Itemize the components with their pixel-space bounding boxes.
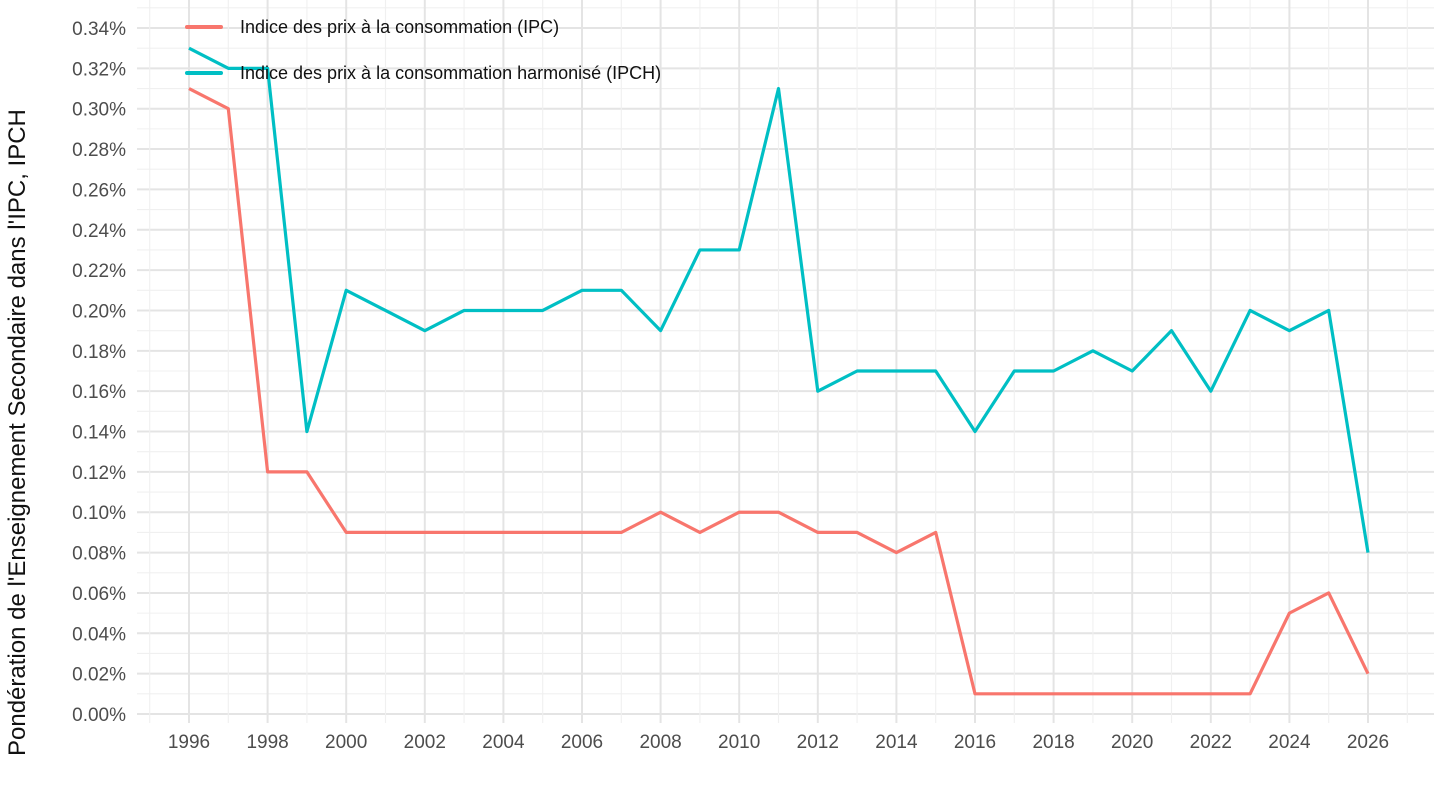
- x-tick-label: 2026: [1347, 732, 1389, 753]
- y-tick-label: 0.06%: [72, 584, 126, 605]
- legend-swatch-ipch: [185, 71, 223, 75]
- y-tick-label: 0.10%: [72, 503, 126, 524]
- x-tick-label: 2016: [954, 732, 996, 753]
- y-tick-label: 0.02%: [72, 665, 126, 686]
- legend-label-ipc: Indice des prix à la consommation (IPC): [240, 16, 560, 37]
- y-tick-label: 0.08%: [72, 544, 126, 565]
- x-tick-label: 2000: [325, 732, 367, 753]
- y-tick-label: 0.00%: [72, 705, 126, 726]
- x-tick-label: 2002: [404, 732, 446, 753]
- legend-item-ipch: Indice des prix à la consommation harmon…: [185, 59, 661, 87]
- x-tick-label: 2012: [797, 732, 839, 753]
- y-tick-label: 0.12%: [72, 463, 126, 484]
- y-axis-title: Pondération de l'Enseignement Secondaire…: [4, 109, 31, 756]
- y-tick-label: 0.24%: [72, 221, 126, 242]
- legend: Indice des prix à la consommation (IPC) …: [185, 13, 661, 87]
- y-tick-label: 0.26%: [72, 180, 126, 201]
- x-tick-label: 2014: [875, 732, 918, 753]
- x-tick-label: 2020: [1111, 732, 1153, 753]
- legend-swatch-ipc: [185, 25, 223, 29]
- y-tick-label: 0.20%: [72, 301, 126, 322]
- y-tick-label: 0.34%: [72, 19, 126, 40]
- x-tick-label: 1998: [246, 732, 288, 753]
- x-tick-label: 2018: [1032, 732, 1074, 753]
- x-tick-label: 1996: [168, 732, 210, 753]
- y-tick-label: 0.32%: [72, 59, 126, 80]
- y-tick-label: 0.30%: [72, 100, 126, 121]
- y-tick-label: 0.04%: [72, 624, 126, 645]
- series-line-ipch: [188, 46, 1370, 553]
- y-tick-label: 0.18%: [72, 342, 126, 363]
- x-tick-label: 2010: [718, 732, 760, 753]
- y-tick-label: 0.22%: [72, 261, 126, 282]
- x-tick-label: 2008: [639, 732, 681, 753]
- x-tick-label: 2006: [561, 732, 603, 753]
- series-line-ipc: [188, 87, 1370, 696]
- legend-label-ipch: Indice des prix à la consommation harmon…: [240, 62, 662, 83]
- x-tick-label: 2024: [1268, 732, 1311, 753]
- x-tick-label: 2004: [482, 732, 525, 753]
- y-tick-label: 0.16%: [72, 382, 126, 403]
- y-tick-label: 0.14%: [72, 423, 126, 444]
- y-tick-label: 0.28%: [72, 140, 126, 161]
- x-tick-label: 2022: [1190, 732, 1232, 753]
- legend-item-ipc: Indice des prix à la consommation (IPC): [185, 13, 661, 41]
